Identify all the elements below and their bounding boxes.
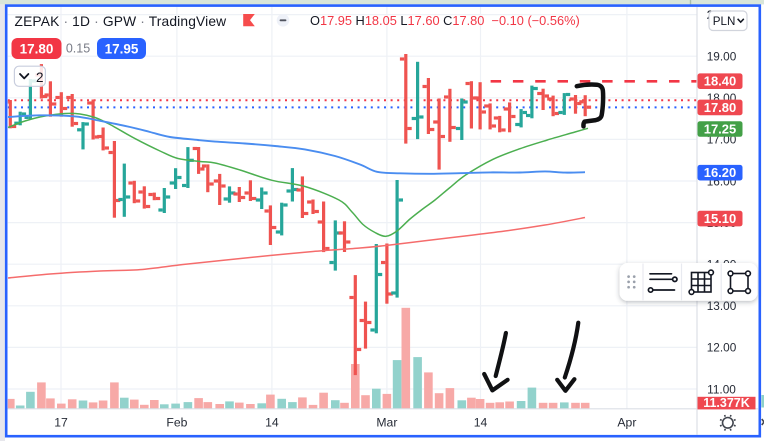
- svg-text:11.00: 11.00: [707, 382, 736, 396]
- svg-text:15.10: 15.10: [704, 211, 737, 226]
- svg-text:0.15: 0.15: [66, 42, 90, 56]
- svg-text:13.00: 13.00: [707, 299, 737, 313]
- svg-text:17.25: 17.25: [704, 122, 737, 137]
- svg-text:16.20: 16.20: [704, 165, 737, 180]
- svg-text:Feb: Feb: [166, 416, 187, 430]
- svg-text:17.80: 17.80: [20, 41, 54, 56]
- svg-text:14: 14: [265, 416, 279, 430]
- svg-text:19.00: 19.00: [707, 50, 737, 64]
- svg-text:PLN: PLN: [713, 15, 736, 28]
- svg-text:O17.95 H18.05 L17.60 C17.80 −: O17.95 H18.05 L17.60 C17.80 −0.10 (−0.56…: [310, 13, 580, 28]
- svg-text:2: 2: [36, 70, 44, 85]
- svg-text:12.00: 12.00: [707, 341, 737, 355]
- svg-text:17: 17: [54, 416, 68, 430]
- svg-text:17.80: 17.80: [704, 100, 737, 115]
- svg-text:Mar: Mar: [376, 416, 397, 430]
- svg-text:ZEPAK · 1D · GPW · TradingView: ZEPAK · 1D · GPW · TradingView: [15, 14, 227, 29]
- svg-text:11.377K: 11.377K: [703, 396, 750, 410]
- svg-text:18.40: 18.40: [704, 74, 737, 89]
- svg-text:14: 14: [474, 416, 488, 430]
- svg-text:20.00: 20.00: [707, 8, 737, 22]
- svg-text:17.95: 17.95: [105, 41, 139, 56]
- svg-text:Apr: Apr: [617, 416, 636, 430]
